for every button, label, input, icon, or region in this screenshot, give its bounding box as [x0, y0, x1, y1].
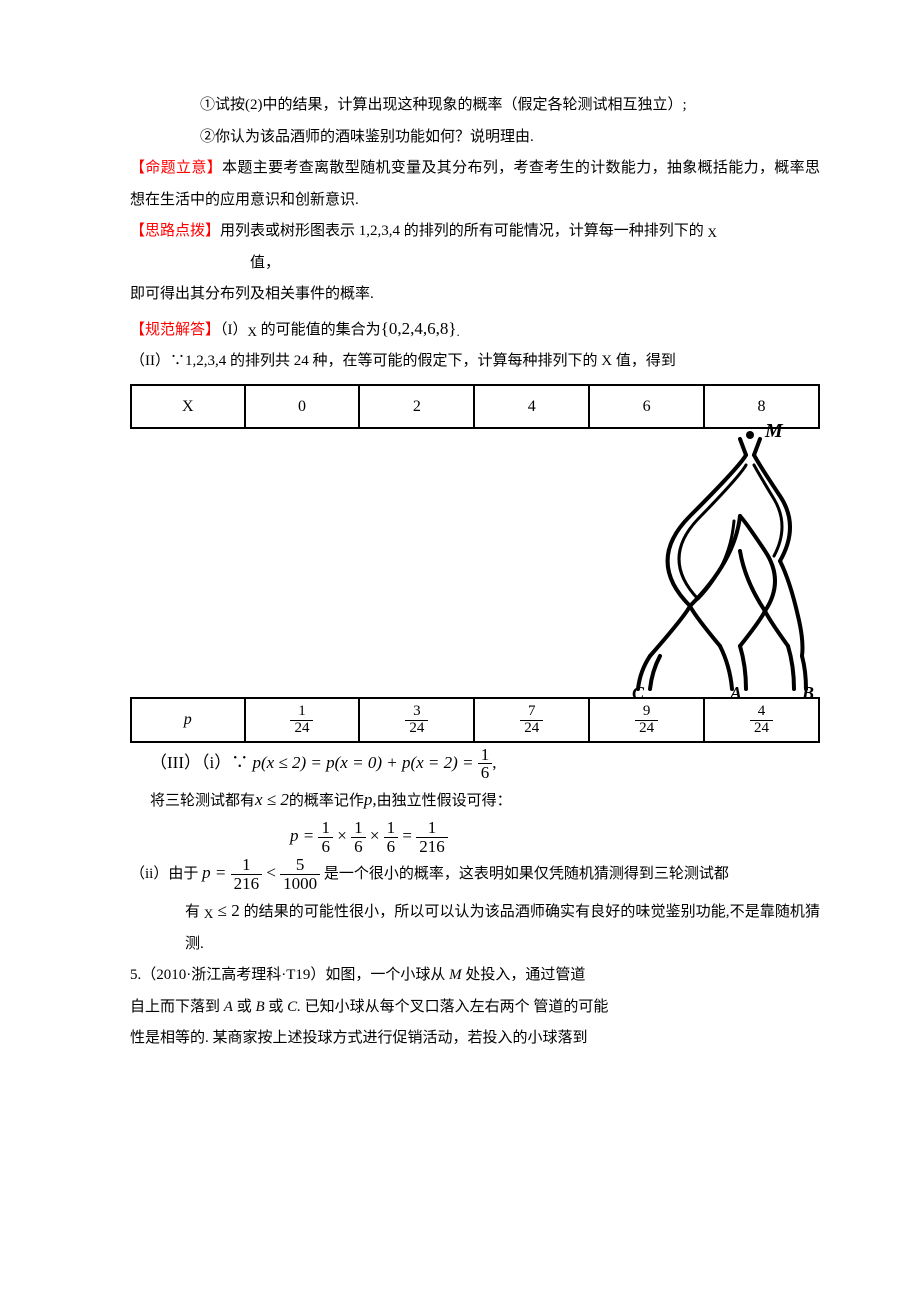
q5-line-1: 5.（2010·浙江高考理科·T19）如图，一个小球从 M 处投入，通过管道: [130, 960, 820, 992]
td-p: p: [131, 698, 245, 742]
x-sub-1: X: [708, 225, 717, 240]
label-m: M: [764, 421, 784, 442]
th-2: 2: [359, 385, 474, 429]
th-0: 0: [245, 385, 360, 429]
gf-period: .: [457, 324, 460, 339]
line-2: ②你认为该品酒师的酒味鉴别功能如何？说明理由.: [130, 122, 820, 154]
iii2-line-1: （ii）由于 p = 1216 < 51000 是一个很小的概率，这表明如果仅凭…: [130, 855, 820, 892]
iii-eq-2: p = 16 × 16 × 16 = 1216: [130, 818, 820, 855]
td-f1: 324: [359, 698, 474, 742]
ii-line: （II）∵1,2,3,4 的排列共 24 种，在等可能的假定下，计算每种排列下的…: [130, 346, 820, 378]
diagram-area: M C A B: [130, 431, 820, 691]
table-row: p 124 324 724 924 424: [131, 698, 819, 742]
label-c: C: [632, 683, 645, 701]
q5-line-2: 自上而下落到 A 或 B 或 C. 已知小球从每个叉口落入左右两个 管道的可能: [130, 992, 820, 1024]
mingti-text: 本题主要考查离散型随机变量及其分布列，考查考生的计数能力，抽象概括能力，概率思想…: [130, 160, 820, 208]
mingti-line: 【命题立意】本题主要考查离散型随机变量及其分布列，考查考生的计数能力，抽象概括能…: [130, 153, 820, 216]
gf-set: {0,2,4,6,8}: [381, 319, 457, 338]
line-1: ①试按(2)中的结果，计算出现这种现象的概率（假定各轮测试相互独立）;: [130, 90, 820, 122]
guifan-line: 【规范解答】（I）X 的可能值的集合为{0,2,4,6,8}.: [130, 311, 820, 347]
td-f2: 724: [474, 698, 589, 742]
gf-i: （I）: [220, 322, 248, 338]
label-mingti: 【命题立意】: [130, 160, 222, 176]
label-b: B: [801, 683, 814, 701]
distribution-table-2: p 124 324 724 924 424: [130, 697, 820, 743]
gf-text-b: 的可能值的集合为: [257, 322, 381, 338]
iii-line-1: （III）（i）∵ p(x ≤ 2) = p(x = 0) + p(x = 2)…: [130, 745, 820, 782]
x-sub-2: X: [248, 324, 257, 339]
silu-line-c: 即可得出其分布列及相关事件的概率.: [130, 279, 820, 311]
th-4: 4: [474, 385, 589, 429]
silu-line-b: 值，: [130, 248, 820, 280]
silu-line: 【思路点拨】用列表或树形图表示 1,2,3,4 的排列的所有可能情况，计算每一种…: [130, 216, 820, 248]
label-a: A: [729, 683, 742, 701]
td-f4: 424: [704, 698, 819, 742]
q5-line-3: 性是相等的. 某商家按上述投球方式进行促销活动，若投入的小球落到: [130, 1023, 820, 1055]
label-guifan: 【规范解答】: [130, 322, 220, 338]
pipe-diagram: M C A B: [590, 421, 820, 701]
silu-text-a: 用列表或树形图表示 1,2,3,4 的排列的所有可能情况，计算每一种排列下的: [220, 223, 708, 239]
iii2-line-2: 有 X ≤ 2 的结果的可能性很小，所以可以认为该品酒师确实有良好的味觉鉴别功能…: [130, 893, 820, 960]
iii-line-2: 将三轮测试都有x ≤ 2的概率记作p,由独立性假设可得：: [130, 782, 820, 818]
td-f0: 124: [245, 698, 360, 742]
td-f3: 924: [589, 698, 704, 742]
label-silu: 【思路点拨】: [130, 223, 220, 239]
th-x: X: [131, 385, 245, 429]
